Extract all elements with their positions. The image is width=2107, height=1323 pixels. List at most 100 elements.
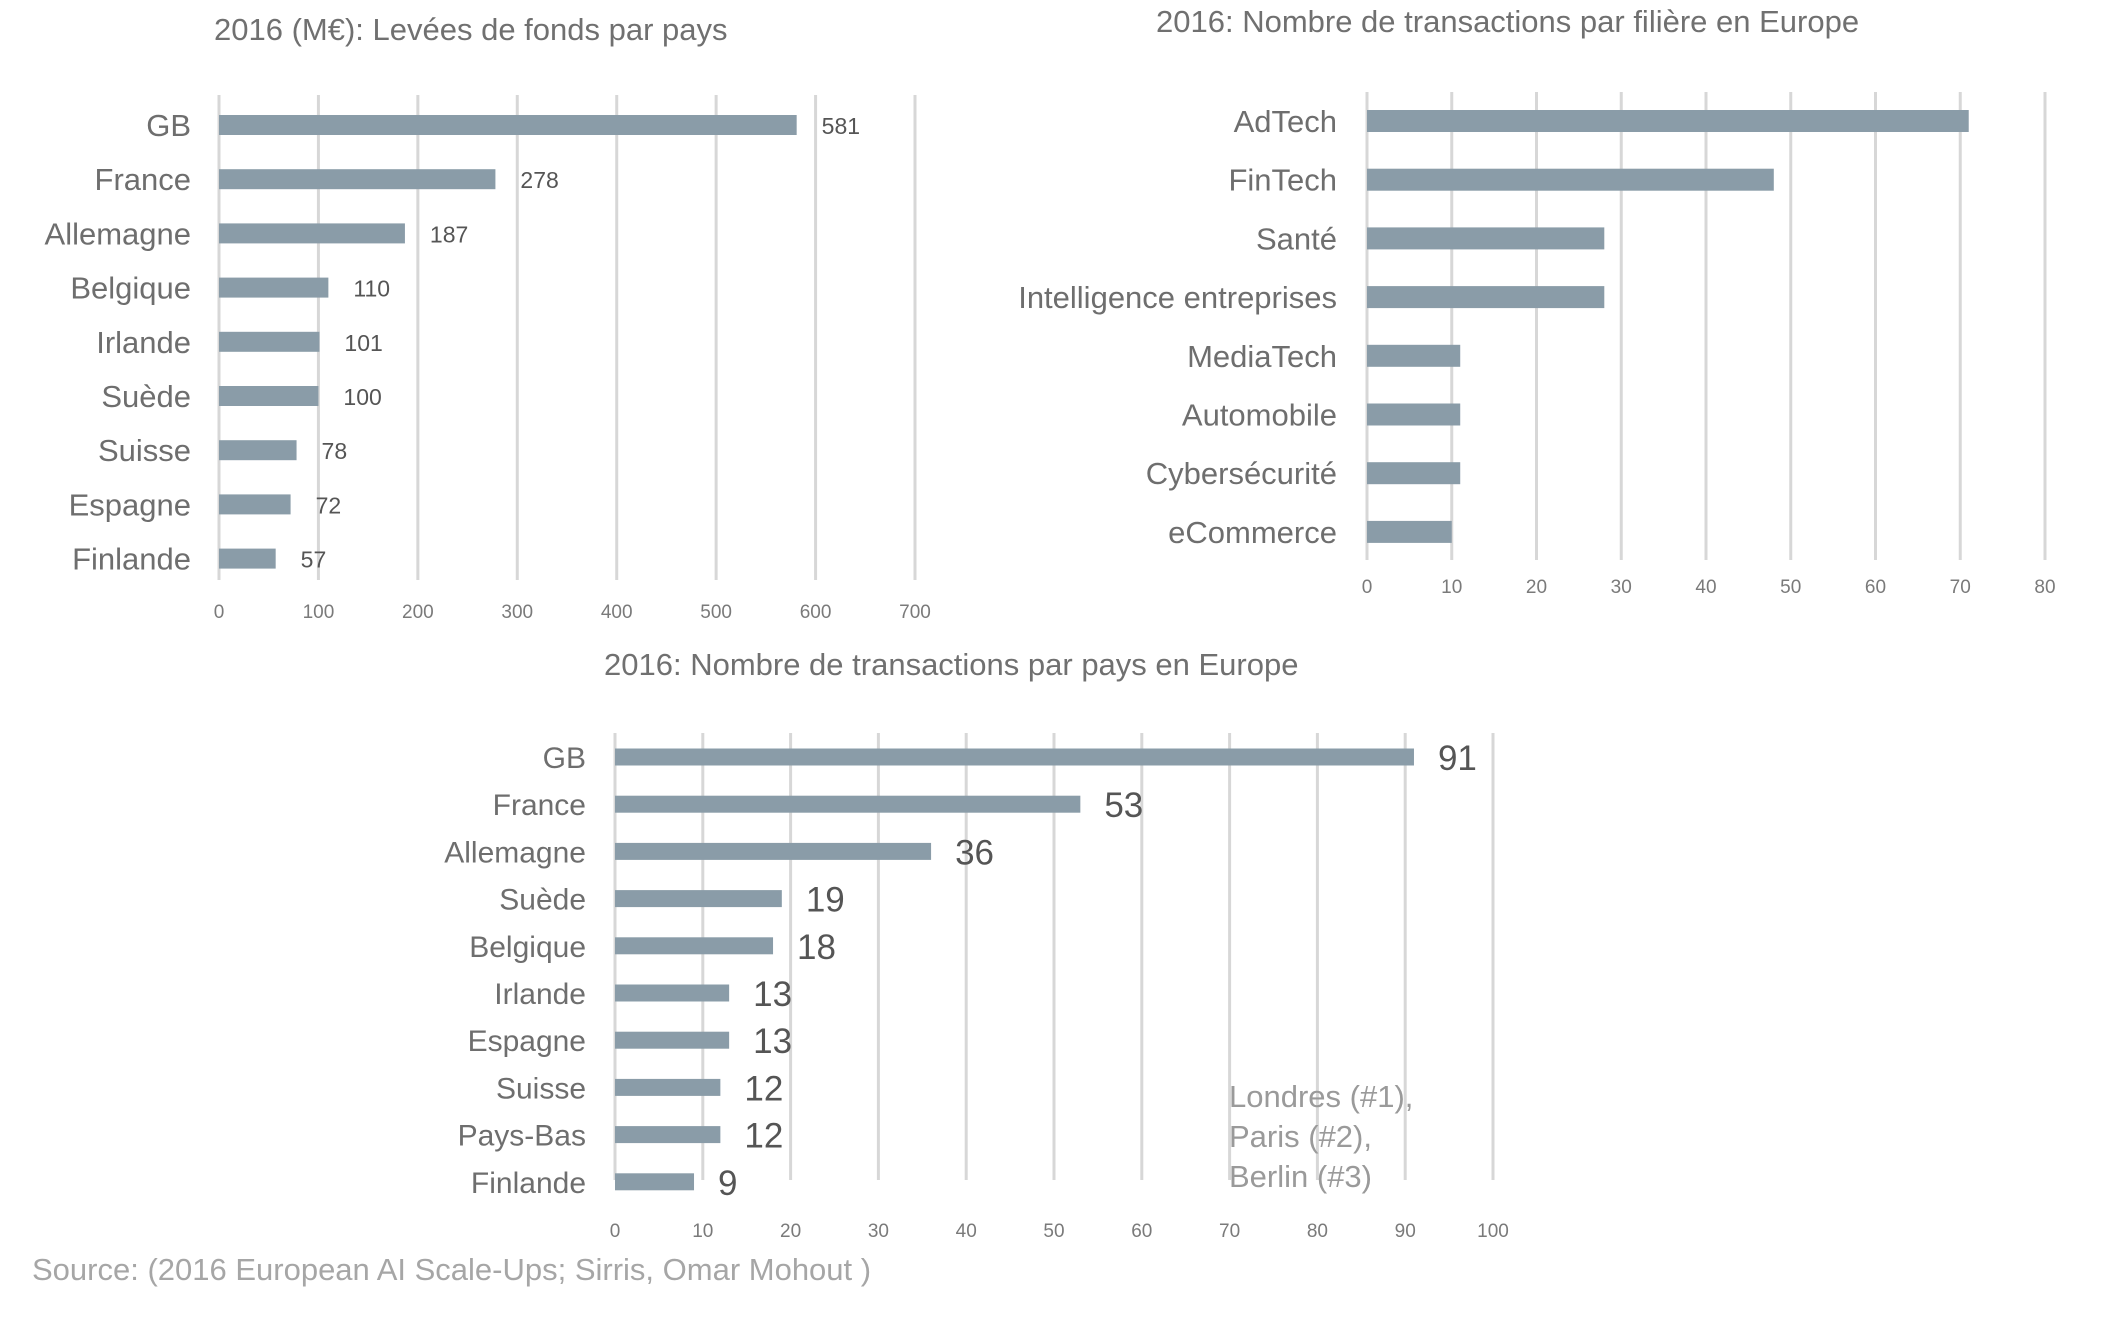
- x-tick-label: 30: [1611, 577, 1632, 598]
- data-label: 12: [744, 1117, 783, 1156]
- bar: [615, 1078, 721, 1096]
- bar: [1367, 227, 1605, 250]
- data-label: 13: [753, 975, 792, 1014]
- data-label: 187: [430, 221, 468, 247]
- bar: [1367, 110, 1969, 132]
- category-label: Finlande: [471, 1167, 586, 1200]
- annotation-line: Berlin (#3): [1229, 1159, 1372, 1194]
- bar: [615, 984, 730, 1002]
- bar: [219, 386, 319, 406]
- chart-deals-by-country: 2016: Nombre de transactions par pays en…: [444, 647, 1509, 1242]
- data-label: 91: [1438, 739, 1477, 778]
- source-note: Source: (2016 European AI Scale-Ups; Sir…: [32, 1252, 871, 1287]
- data-label: 12: [744, 1069, 783, 1108]
- x-tick-label: 400: [601, 602, 633, 623]
- bar: [615, 1173, 695, 1191]
- category-label: GB: [146, 108, 191, 143]
- category-label: Suisse: [496, 1072, 586, 1105]
- x-tick-label: 60: [1865, 577, 1886, 598]
- data-label: 53: [1104, 786, 1143, 825]
- category-label: FinTech: [1228, 163, 1337, 198]
- chart-title: 2016: Nombre de transactions par pays en…: [604, 647, 1298, 682]
- chart-deals-by-sector: 2016: Nombre de transactions par filière…: [1018, 4, 2055, 598]
- category-label: Belgique: [469, 931, 586, 964]
- category-label: Suède: [101, 379, 191, 414]
- category-label: Irlande: [494, 978, 586, 1011]
- bar: [219, 277, 329, 298]
- data-label: 78: [322, 438, 348, 464]
- category-label: Irlande: [96, 325, 191, 360]
- data-label: 110: [353, 276, 390, 302]
- data-label: 101: [344, 330, 382, 356]
- x-tick-label: 500: [700, 602, 732, 623]
- x-tick-label: 0: [610, 1221, 621, 1242]
- category-label: Belgique: [70, 271, 191, 306]
- category-label: Espagne: [468, 1025, 586, 1058]
- x-tick-label: 300: [501, 602, 533, 623]
- data-label: 9: [718, 1164, 737, 1203]
- x-tick-label: 50: [1043, 1221, 1064, 1242]
- bar: [615, 1031, 730, 1049]
- bar: [1367, 462, 1461, 485]
- category-label: Suède: [499, 884, 586, 917]
- category-label: Intelligence entreprises: [1018, 280, 1337, 315]
- x-tick-label: 80: [2034, 577, 2055, 598]
- bar: [1367, 403, 1461, 426]
- data-label: 100: [343, 384, 381, 410]
- category-label: Finlande: [72, 542, 191, 577]
- data-label: 18: [797, 928, 836, 967]
- x-tick-label: 100: [1477, 1221, 1509, 1242]
- x-tick-label: 600: [800, 602, 832, 623]
- data-label: 72: [316, 492, 342, 518]
- category-label: Santé: [1256, 221, 1337, 256]
- bar: [219, 494, 291, 515]
- data-label: 278: [520, 167, 558, 193]
- bar: [219, 223, 405, 244]
- bar: [615, 795, 1081, 813]
- bar: [615, 842, 932, 860]
- chart-title: 2016 (M€): Levées de fonds par pays: [214, 12, 728, 47]
- category-label: Espagne: [69, 487, 191, 522]
- bar: [615, 937, 774, 955]
- x-tick-label: 700: [899, 602, 931, 623]
- category-label: AdTech: [1234, 104, 1337, 139]
- bar: [615, 890, 782, 908]
- x-tick-label: 60: [1131, 1221, 1152, 1242]
- x-tick-label: 20: [1526, 577, 1547, 598]
- category-label: France: [95, 162, 191, 197]
- x-tick-label: 10: [1441, 577, 1462, 598]
- x-tick-label: 200: [402, 602, 434, 623]
- x-tick-label: 40: [956, 1221, 977, 1242]
- category-label: Pays-Bas: [458, 1120, 586, 1153]
- bar: [615, 748, 1414, 766]
- bar: [1367, 286, 1605, 309]
- category-label: France: [493, 789, 586, 822]
- x-tick-label: 50: [1780, 577, 1801, 598]
- annotation-line: Londres (#1),: [1229, 1079, 1413, 1114]
- category-label: Allemagne: [45, 216, 191, 251]
- category-label: eCommerce: [1168, 515, 1337, 550]
- bar: [1367, 344, 1461, 367]
- chart-title: 2016: Nombre de transactions par filière…: [1156, 4, 1859, 39]
- bar: [1367, 168, 1774, 191]
- category-label: Suisse: [98, 433, 191, 468]
- bar: [219, 115, 797, 135]
- data-label: 57: [301, 547, 327, 573]
- x-tick-label: 0: [1362, 577, 1373, 598]
- data-label: 13: [753, 1022, 792, 1061]
- annotation-line: Paris (#2),: [1229, 1119, 1372, 1154]
- x-tick-label: 20: [780, 1221, 801, 1242]
- category-label: GB: [543, 742, 586, 775]
- x-tick-label: 90: [1395, 1221, 1416, 1242]
- annotation-note: Londres (#1), Paris (#2), Berlin (#3): [1229, 1079, 1413, 1194]
- data-label: 36: [955, 833, 994, 872]
- category-label: Cybersécurité: [1146, 456, 1337, 491]
- bar: [219, 169, 496, 190]
- x-tick-label: 70: [1219, 1221, 1240, 1242]
- chart-funding-by-country: 2016 (M€): Levées de fonds par pays 0 100 2…: [45, 12, 931, 623]
- x-tick-label: 40: [1695, 577, 1716, 598]
- bar: [219, 548, 276, 569]
- x-tick-label: 10: [692, 1221, 713, 1242]
- data-label: 19: [806, 881, 845, 920]
